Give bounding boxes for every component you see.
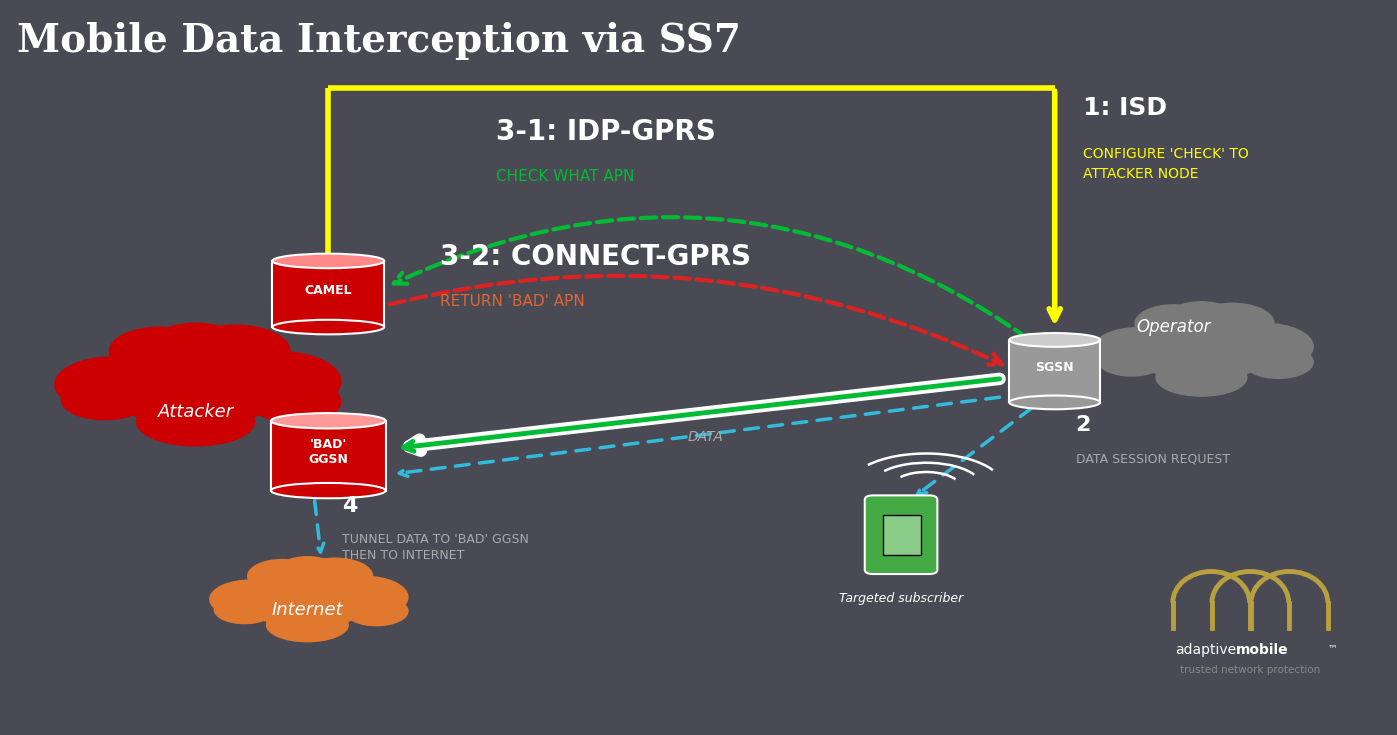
Ellipse shape [244, 578, 370, 627]
Ellipse shape [54, 357, 173, 412]
Ellipse shape [182, 325, 291, 378]
Text: CHECK WHAT APN: CHECK WHAT APN [496, 169, 634, 184]
Text: 3-1: IDP-GPRS: 3-1: IDP-GPRS [496, 118, 715, 146]
Ellipse shape [1092, 328, 1183, 370]
FancyBboxPatch shape [883, 514, 921, 555]
Bar [1009, 340, 1101, 403]
Ellipse shape [272, 320, 384, 334]
Ellipse shape [267, 609, 348, 642]
Ellipse shape [1009, 395, 1099, 409]
Text: DATA SESSION REQUEST: DATA SESSION REQUEST [1076, 452, 1229, 465]
Text: adaptive: adaptive [1175, 643, 1236, 657]
Text: Targeted subscriber: Targeted subscriber [840, 592, 963, 605]
Text: Attacker: Attacker [158, 403, 233, 420]
Ellipse shape [271, 413, 386, 429]
Ellipse shape [105, 354, 286, 425]
Text: Mobile Data Interception via SS7: Mobile Data Interception via SS7 [17, 22, 740, 60]
Ellipse shape [214, 351, 341, 412]
Text: 4: 4 [342, 496, 358, 516]
Text: trusted network protection: trusted network protection [1180, 665, 1320, 675]
Ellipse shape [272, 254, 384, 268]
Text: 2: 2 [1076, 415, 1091, 435]
Ellipse shape [1166, 302, 1236, 336]
Text: 3-2: CONNECT-GPRS: 3-2: CONNECT-GPRS [440, 243, 752, 270]
Ellipse shape [298, 558, 373, 595]
Text: 'BAD'
GGSN: 'BAD' GGSN [309, 438, 348, 466]
Text: CAMEL: CAMEL [305, 284, 352, 297]
FancyArrowPatch shape [394, 217, 1045, 351]
Ellipse shape [250, 381, 341, 423]
Text: TUNNEL DATA TO 'BAD' GGSN
THEN TO INTERNET: TUNNEL DATA TO 'BAD' GGSN THEN TO INTERN… [342, 533, 529, 562]
Text: RETURN 'BAD' APN: RETURN 'BAD' APN [440, 294, 585, 309]
Ellipse shape [1132, 326, 1271, 380]
Ellipse shape [137, 398, 254, 446]
Ellipse shape [345, 596, 408, 625]
Text: Internet: Internet [271, 601, 344, 619]
FancyArrowPatch shape [918, 408, 1031, 495]
Ellipse shape [210, 580, 292, 618]
Text: SGSN: SGSN [1035, 361, 1074, 374]
Bar [271, 420, 386, 491]
Ellipse shape [1134, 305, 1211, 342]
Text: mobile: mobile [1236, 643, 1289, 657]
FancyArrowPatch shape [390, 276, 1002, 365]
Ellipse shape [320, 576, 408, 618]
Ellipse shape [271, 483, 386, 498]
FancyBboxPatch shape [865, 495, 937, 574]
Ellipse shape [214, 596, 275, 623]
Ellipse shape [1009, 333, 1099, 347]
Text: CONFIGURE 'CHECK' TO
ATTACKER NODE: CONFIGURE 'CHECK' TO ATTACKER NODE [1083, 147, 1249, 181]
Ellipse shape [151, 323, 242, 368]
Ellipse shape [1190, 304, 1274, 343]
FancyArrowPatch shape [314, 501, 324, 552]
FancyArrowPatch shape [400, 397, 1000, 476]
Text: ™: ™ [1327, 643, 1337, 653]
Text: 1: ISD: 1: ISD [1083, 96, 1166, 120]
Ellipse shape [1098, 345, 1165, 376]
Text: DATA: DATA [687, 430, 724, 444]
Ellipse shape [247, 559, 317, 593]
Ellipse shape [1243, 346, 1313, 379]
Ellipse shape [275, 556, 338, 587]
Bar [272, 261, 384, 327]
Ellipse shape [109, 327, 210, 376]
Text: Operator: Operator [1136, 318, 1211, 336]
Ellipse shape [1157, 359, 1246, 396]
Ellipse shape [61, 379, 148, 420]
Ellipse shape [1215, 323, 1313, 370]
